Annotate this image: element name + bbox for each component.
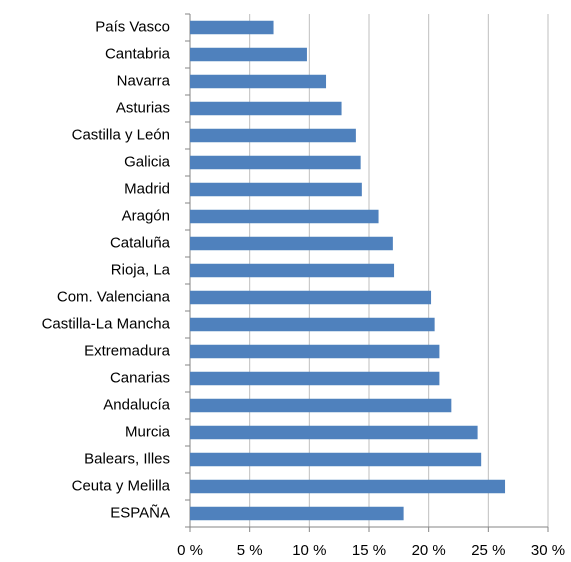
y-tick-label: Rioja, La [111, 261, 171, 278]
y-tick-label: País Vasco [95, 18, 170, 35]
bar [190, 263, 395, 278]
x-tick-label: 15 % [352, 542, 386, 559]
bar [190, 209, 379, 224]
y-tick-label: Castilla y León [72, 126, 170, 143]
bar [190, 74, 327, 89]
bar [190, 317, 435, 332]
bar [190, 182, 362, 197]
x-tick-label: 0 % [177, 542, 203, 559]
bar [190, 398, 452, 413]
bar [190, 344, 440, 359]
x-tick-label: 25 % [471, 542, 505, 559]
y-tick-label: ESPAÑA [110, 504, 170, 521]
bar [190, 506, 404, 521]
bar [190, 101, 342, 116]
y-tick-label: Extremadura [84, 342, 171, 359]
bar [190, 452, 482, 467]
y-tick-label: Murcia [125, 423, 171, 440]
bar [190, 236, 393, 251]
x-tick-label: 10 % [292, 542, 326, 559]
y-tick-label: Navarra [117, 72, 171, 89]
bar [190, 155, 361, 170]
x-tick-label: 5 % [237, 542, 263, 559]
bar [190, 290, 432, 305]
x-tick-label: 30 % [531, 542, 565, 559]
y-tick-label: Asturias [116, 99, 170, 116]
bar [190, 47, 307, 62]
y-tick-label: Aragón [122, 207, 170, 224]
y-tick-label: Balears, Illes [84, 450, 170, 467]
y-tick-label: Cantabria [105, 45, 171, 62]
y-tick-label: Cataluña [110, 234, 171, 251]
bar [190, 20, 274, 35]
y-tick-label: Andalucía [103, 396, 170, 413]
y-tick-label: Galicia [124, 153, 171, 170]
y-tick-label: Madrid [124, 180, 170, 197]
bar [190, 128, 356, 143]
y-tick-label: Castilla-La Mancha [42, 315, 171, 332]
bar [190, 371, 440, 386]
bar [190, 479, 506, 494]
bar [190, 425, 478, 440]
y-tick-label: Ceuta y Melilla [72, 477, 171, 494]
x-tick-label: 20 % [412, 542, 446, 559]
y-tick-label: Com. Valenciana [57, 288, 171, 305]
y-tick-label: Canarias [110, 369, 170, 386]
